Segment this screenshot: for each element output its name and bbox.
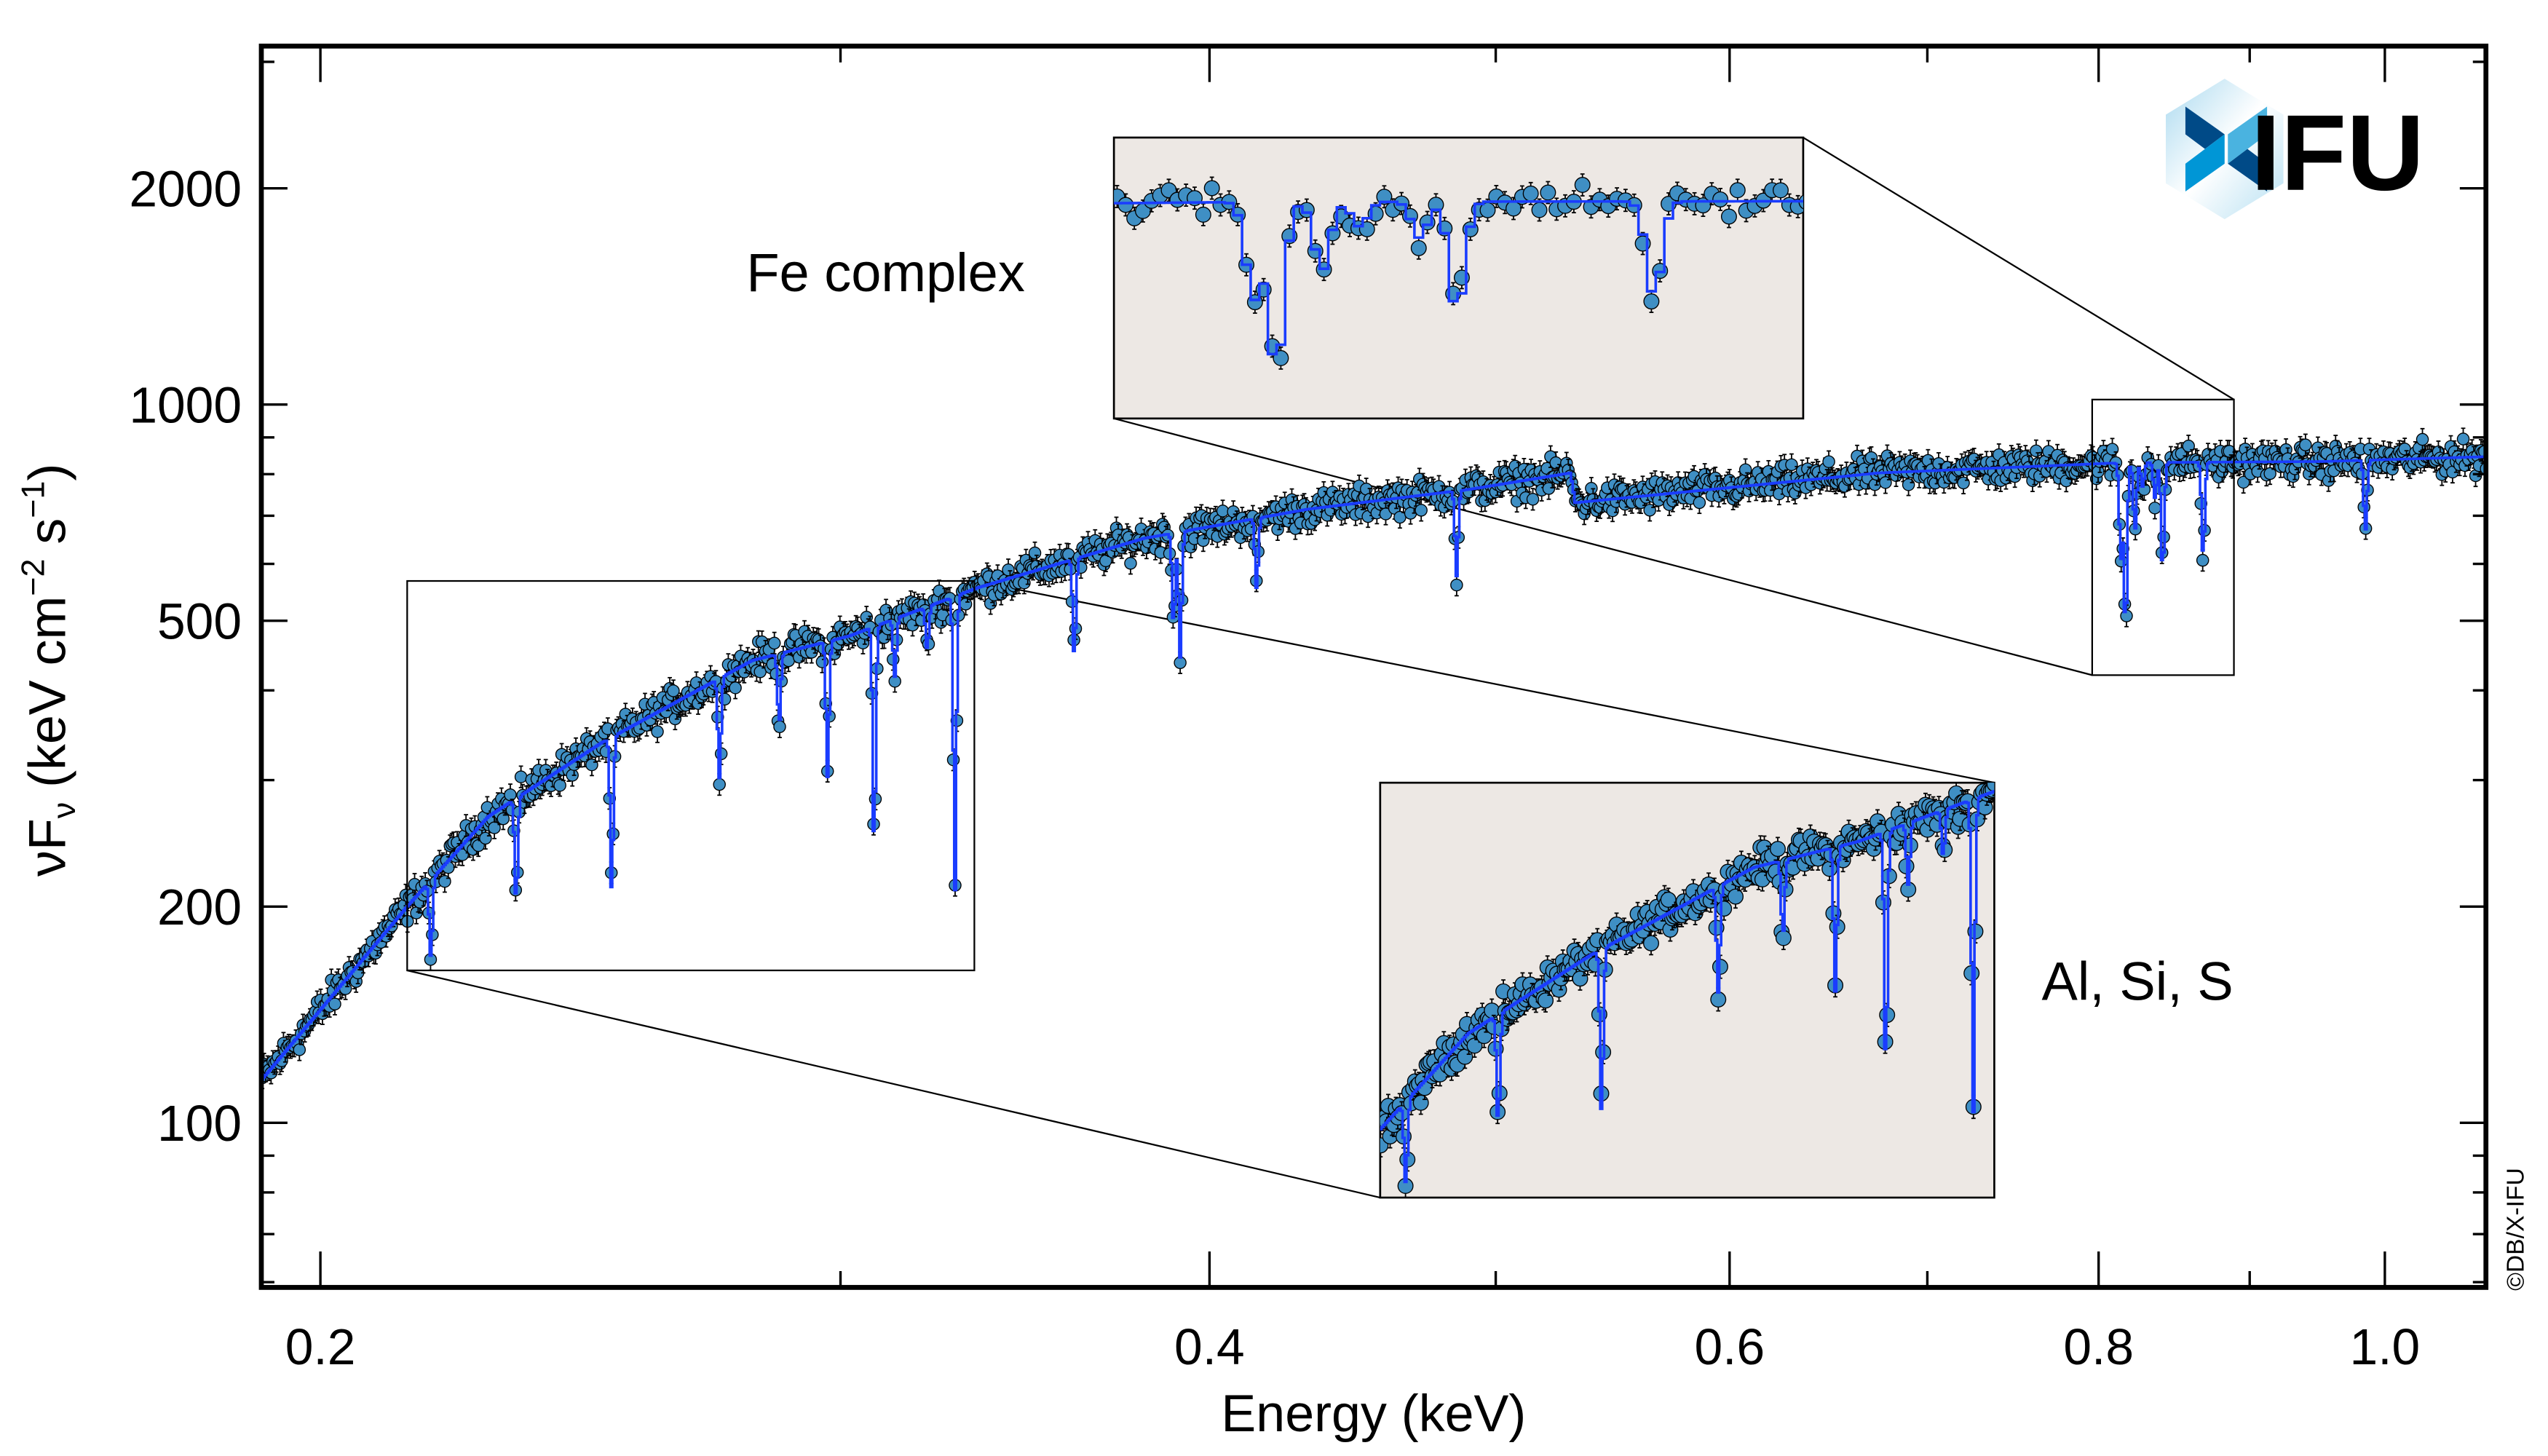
data-marker xyxy=(456,848,470,861)
data-marker xyxy=(1693,496,1706,510)
data-marker xyxy=(729,681,742,695)
data-marker xyxy=(1244,522,1258,536)
data-marker xyxy=(328,997,341,1010)
data-marker xyxy=(496,812,510,826)
data-marker xyxy=(651,725,664,738)
data-marker xyxy=(773,720,786,734)
main-data-point xyxy=(456,843,470,866)
data-marker xyxy=(1822,455,1835,468)
data-marker xyxy=(718,692,732,706)
data-marker xyxy=(1450,578,1463,592)
data-marker xyxy=(1415,504,1428,517)
data-marker xyxy=(667,684,680,697)
data-marker xyxy=(1124,557,1137,570)
main-data-point xyxy=(1450,573,1463,597)
data-marker xyxy=(1526,493,1540,506)
data-marker xyxy=(488,821,501,834)
zoom-connectors xyxy=(407,136,2235,1199)
data-marker xyxy=(553,779,566,792)
data-marker xyxy=(767,636,781,650)
data-marker xyxy=(514,770,528,783)
data-marker xyxy=(713,778,726,791)
data-marker xyxy=(293,1043,306,1056)
connector-line xyxy=(407,969,1381,1199)
data-marker xyxy=(1785,458,1798,472)
data-marker xyxy=(1028,546,1042,560)
data-marker xyxy=(1864,451,1878,464)
connector-line xyxy=(1113,417,2093,676)
data-marker xyxy=(1393,510,1406,524)
data-marker xyxy=(815,655,829,668)
main-spectrum xyxy=(261,427,2486,1090)
connector-line xyxy=(1803,136,2235,400)
connector-line xyxy=(974,579,1995,784)
data-marker xyxy=(504,788,517,802)
data-marker xyxy=(1216,505,1230,518)
data-marker xyxy=(1002,563,1015,577)
